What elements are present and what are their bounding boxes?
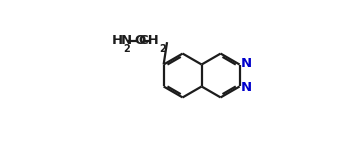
Text: N: N	[241, 81, 252, 94]
Text: O: O	[135, 34, 146, 47]
Text: N: N	[121, 34, 132, 47]
Text: N: N	[241, 57, 252, 70]
Text: 2: 2	[123, 44, 130, 54]
Text: CH: CH	[138, 34, 159, 47]
Text: H: H	[111, 34, 122, 47]
Text: 2: 2	[159, 44, 166, 54]
